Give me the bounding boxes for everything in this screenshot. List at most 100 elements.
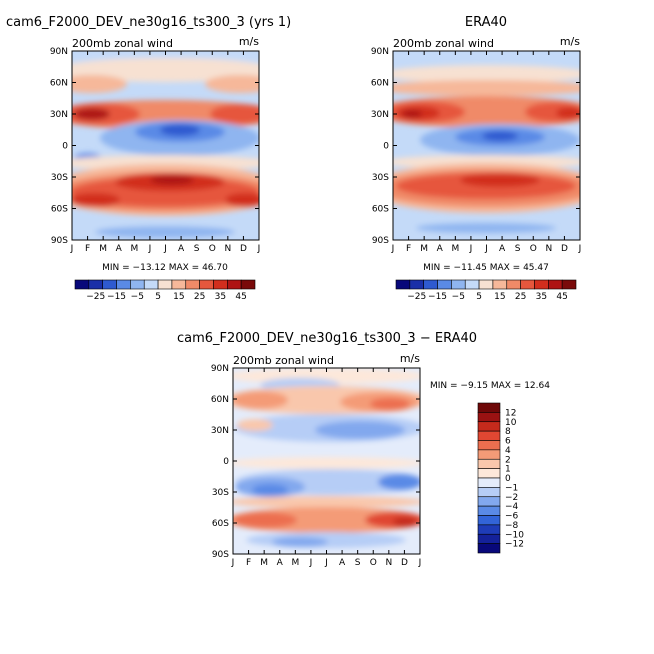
colorbar-label: 1 <box>505 465 511 475</box>
colorbar-swatch <box>157 279 173 290</box>
colorbar-swatch <box>506 279 521 290</box>
colorbar-swatch <box>477 543 501 554</box>
y-tick-label: 90S <box>51 236 68 246</box>
colorbar-swatch <box>213 279 228 290</box>
colorbar: −25 −15 −5 5 15 25 35 45 <box>395 279 577 302</box>
colorbar-label: 25 <box>194 292 205 302</box>
panel-era40-title: ERA40 <box>465 15 507 30</box>
y-tick-label: 60S <box>212 519 229 529</box>
colorbar-swatch <box>227 279 242 290</box>
y-tick-label: 90S <box>372 236 389 246</box>
panel-era40-units: m/s <box>560 35 580 48</box>
colorbar-swatch <box>395 279 411 290</box>
colorbar-swatch <box>548 279 563 290</box>
x-tick-label: S <box>515 244 521 254</box>
x-tick-label: S <box>194 244 200 254</box>
x-tick-label: M <box>260 558 268 568</box>
colorbar-label: 35 <box>536 292 547 302</box>
colorbar-swatch <box>520 279 535 290</box>
colorbar-label: 15 <box>173 292 184 302</box>
panel-difference: cam6_F2000_DEV_ne30g16_ts300_3 − ERA40 <box>177 331 550 568</box>
x-tick-label: J <box>70 244 74 254</box>
x-tick-label: M <box>451 244 459 254</box>
panel-model-units: m/s <box>239 35 259 48</box>
x-tick-label: D <box>561 244 568 254</box>
colorbar-swatch <box>477 533 501 544</box>
colorbar-label: 8 <box>505 427 511 437</box>
colorbar-swatch <box>477 458 501 469</box>
colorbar-swatch <box>451 279 466 290</box>
colorbar-label: −25 <box>86 292 105 302</box>
panel-model-title: cam6_F2000_DEV_ne30g16_ts300_3 (yrs 1) <box>6 15 291 30</box>
colorbar-swatch <box>185 279 200 290</box>
x-tick-label: J <box>418 558 422 568</box>
y-tick-label: 30S <box>372 173 389 183</box>
panel-era40-stats: MIN = −11.45 MAX = 45.47 <box>423 263 549 273</box>
colorbar-swatch <box>88 279 103 290</box>
colorbar-label: −4 <box>505 502 519 512</box>
colorbar-label: 4 <box>505 446 511 456</box>
colorbar-swatch <box>534 279 549 290</box>
colorbar-label: −15 <box>107 292 126 302</box>
colorbar-label: −25 <box>407 292 426 302</box>
y-tick-label: 60N <box>371 79 389 89</box>
x-tick-label: M <box>291 558 299 568</box>
colorbar-swatch <box>464 279 480 290</box>
colorbar-swatch <box>409 279 424 290</box>
x-tick-label: A <box>277 558 284 568</box>
colorbar-label: 2 <box>505 455 511 465</box>
panel-difference-subtitle: 200mb zonal wind <box>233 354 334 367</box>
colorbar-label: −10 <box>505 530 524 540</box>
colorbar: −25 −15 −5 5 15 25 35 45 <box>74 279 256 302</box>
colorbar-swatch <box>477 430 501 441</box>
colorbar-swatch <box>477 412 501 423</box>
colorbar-swatch <box>477 468 501 479</box>
colorbar-swatch <box>143 279 159 290</box>
x-tick-label: S <box>355 558 361 568</box>
panel-model-stats: MIN = −13.12 MAX = 46.70 <box>102 263 228 273</box>
colorbar-swatch <box>171 279 187 290</box>
x-tick-label: F <box>246 558 251 568</box>
x-tick-label: N <box>224 244 231 254</box>
x-tick-label: N <box>385 558 392 568</box>
panel-era40: ERA40 2 <box>371 15 582 302</box>
x-tick-label: J <box>231 558 235 568</box>
colorbar-swatch <box>74 279 90 290</box>
colorbar-swatch <box>477 402 501 413</box>
x-tick-label: A <box>116 244 123 254</box>
colorbar-label: 25 <box>515 292 526 302</box>
colorbar-swatch <box>423 279 438 290</box>
colorbar-label: 10 <box>505 418 517 428</box>
panel-model-subtitle: 200mb zonal wind <box>72 37 173 50</box>
colorbar-label: −2 <box>505 493 518 503</box>
x-tick-label: J <box>257 244 261 254</box>
y-tick-label: 90N <box>50 47 68 57</box>
y-tick-label: 60N <box>50 79 68 89</box>
x-tick-label: J <box>391 244 395 254</box>
colorbar-label: 6 <box>505 437 511 447</box>
colorbar-label: 15 <box>494 292 505 302</box>
colorbar-swatch <box>199 279 214 290</box>
colorbar-label: −12 <box>505 540 524 550</box>
y-tick-label: 0 <box>223 457 229 467</box>
panel-difference-field <box>233 368 420 554</box>
x-tick-label: O <box>209 244 216 254</box>
y-tick-label: 30N <box>211 426 229 436</box>
colorbar-label: −5 <box>131 292 144 302</box>
colorbar-swatch <box>477 477 501 488</box>
colorbar-swatch <box>477 449 501 460</box>
x-tick-label: O <box>370 558 377 568</box>
colorbar-label: −1 <box>505 483 518 493</box>
colorbar-swatch <box>116 279 131 290</box>
panel-difference-title: cam6_F2000_DEV_ne30g16_ts300_3 − ERA40 <box>177 331 477 346</box>
y-tick-label: 0 <box>383 142 389 152</box>
panel-era40-subtitle: 200mb zonal wind <box>393 37 494 50</box>
panel-model-field <box>72 51 259 240</box>
colorbar-swatch <box>477 524 501 535</box>
x-tick-label: M <box>130 244 138 254</box>
y-tick-label: 30S <box>51 173 68 183</box>
x-tick-label: A <box>178 244 185 254</box>
x-tick-label: F <box>85 244 90 254</box>
x-tick-label: J <box>148 244 152 254</box>
